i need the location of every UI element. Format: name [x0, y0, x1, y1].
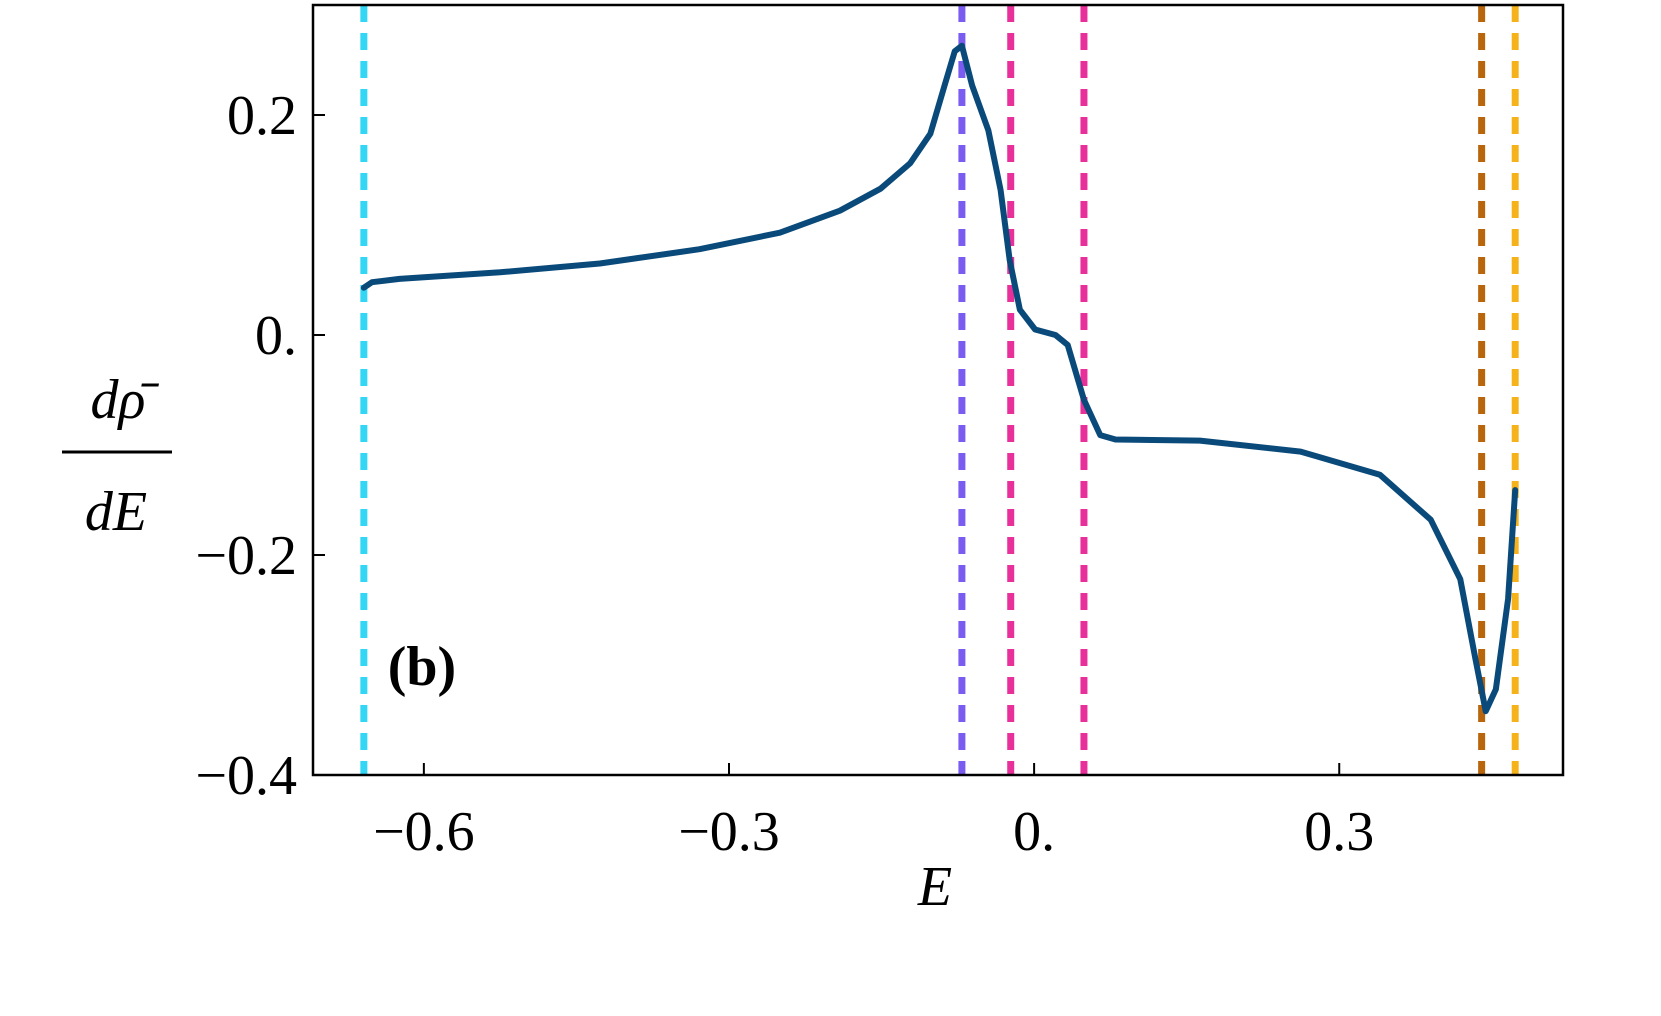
y-axis-label-denominator: dE [85, 481, 147, 543]
plot-frame [311, 3, 1565, 777]
y-tick-label: −0.2 [195, 525, 297, 587]
x-tick-label: −0.6 [373, 801, 475, 863]
y-tick-label: −0.4 [195, 745, 297, 807]
x-tick-label: −0.3 [678, 801, 780, 863]
panel-label: (b) [388, 636, 456, 698]
y-tick-label: 0.2 [227, 85, 297, 147]
data-line [360, 42, 1519, 715]
x-tick-label: 0.3 [1304, 801, 1374, 863]
x-axis-label: E [917, 856, 952, 918]
x-tick-label: 0. [1013, 801, 1055, 863]
y-axis-label-numerator: dρ̄ [91, 369, 160, 431]
y-tick-label: 0. [255, 305, 297, 367]
